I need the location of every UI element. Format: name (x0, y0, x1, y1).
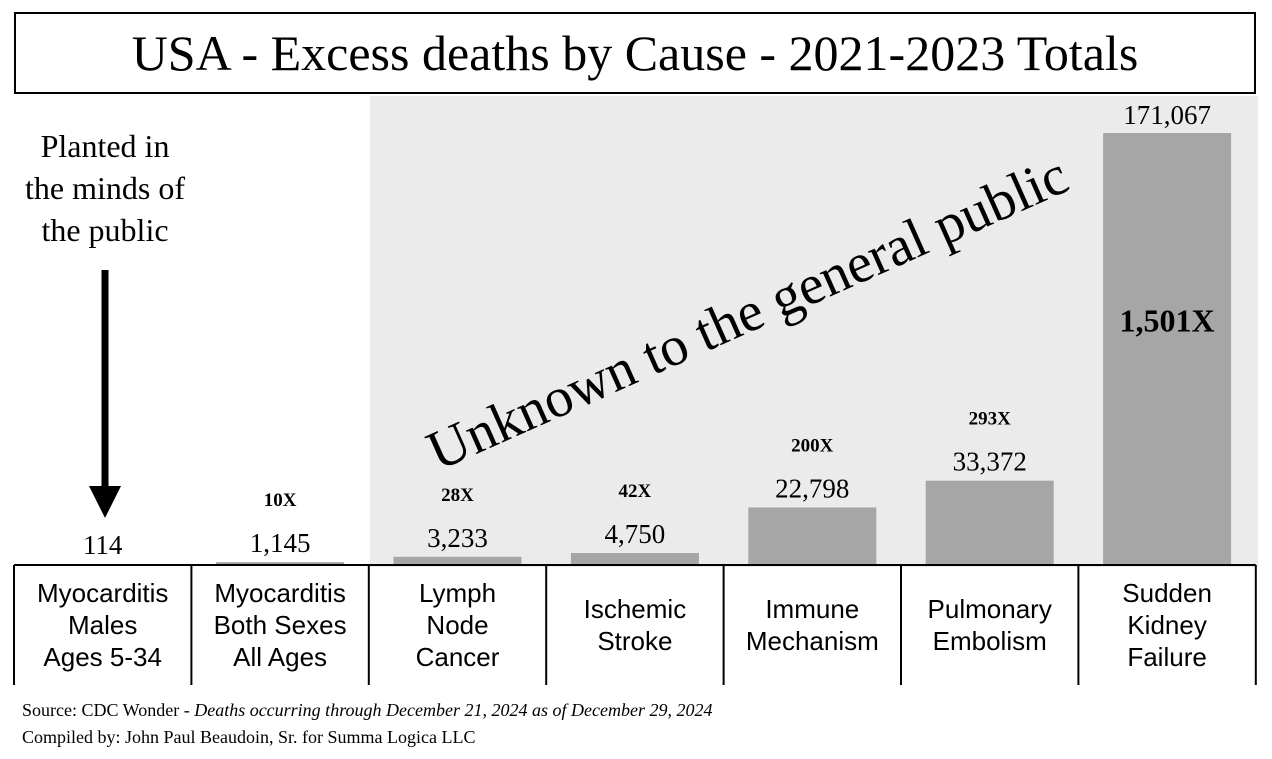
category-label: Myocarditis Males Ages 5-34 (37, 578, 168, 672)
multiplier-label: 293X (969, 409, 1012, 430)
multiplier-label: 42X (619, 481, 652, 502)
chart-title-box: USA - Excess deaths by Cause - 2021-2023… (14, 12, 1256, 94)
value-label: 33,372 (953, 447, 1027, 477)
category-axis: Myocarditis Males Ages 5-34 Myocarditis Both… (13, 564, 1257, 685)
value-label: 114 (83, 530, 123, 560)
bar (748, 507, 877, 565)
bar (925, 480, 1054, 565)
category-label: Immune Mechanism (746, 594, 879, 656)
bar (216, 562, 345, 565)
category-label: Lymph Node Cancer (416, 578, 500, 672)
bars: 114 1,145 10X 3,233 28X 4,750 42X 22,798 200X 33,… (38, 100, 1232, 565)
source-prefix: Source: CDC Wonder - (22, 700, 195, 720)
value-label: 22,798 (775, 473, 849, 503)
source-line: Source: CDC Wonder - Deaths occurring th… (22, 700, 712, 721)
planted-annotation: Planted in the minds of the public (25, 128, 185, 248)
category-label: Sudden Kidney Failure (1122, 578, 1212, 672)
source-detail: Deaths occurring through December 21, 20… (194, 700, 713, 720)
category-label: Ischemic Stroke (584, 594, 687, 656)
multiplier-label: 10X (264, 490, 297, 511)
value-label: 3,233 (427, 523, 488, 553)
multiplier-label: 200X (791, 435, 834, 456)
planted-text: Planted in the minds of the public (25, 128, 185, 248)
value-label: 171,067 (1123, 100, 1211, 130)
bar (393, 556, 522, 565)
category-label: Pulmonary Embolism (928, 594, 1052, 656)
multiplier-label: 28X (441, 485, 474, 506)
category-label: Myocarditis Both Sexes All Ages (214, 578, 347, 672)
value-label: 1,145 (250, 528, 311, 558)
bar (1103, 133, 1232, 565)
bar (570, 553, 699, 565)
down-arrow-icon (89, 270, 121, 518)
chart-title: USA - Excess deaths by Cause - 2021-2023… (131, 25, 1139, 81)
compiled-line: Compiled by: John Paul Beaudoin, Sr. for… (22, 727, 476, 747)
value-label: 4,750 (605, 519, 666, 549)
multiplier-label: 1,501X (1120, 303, 1215, 339)
